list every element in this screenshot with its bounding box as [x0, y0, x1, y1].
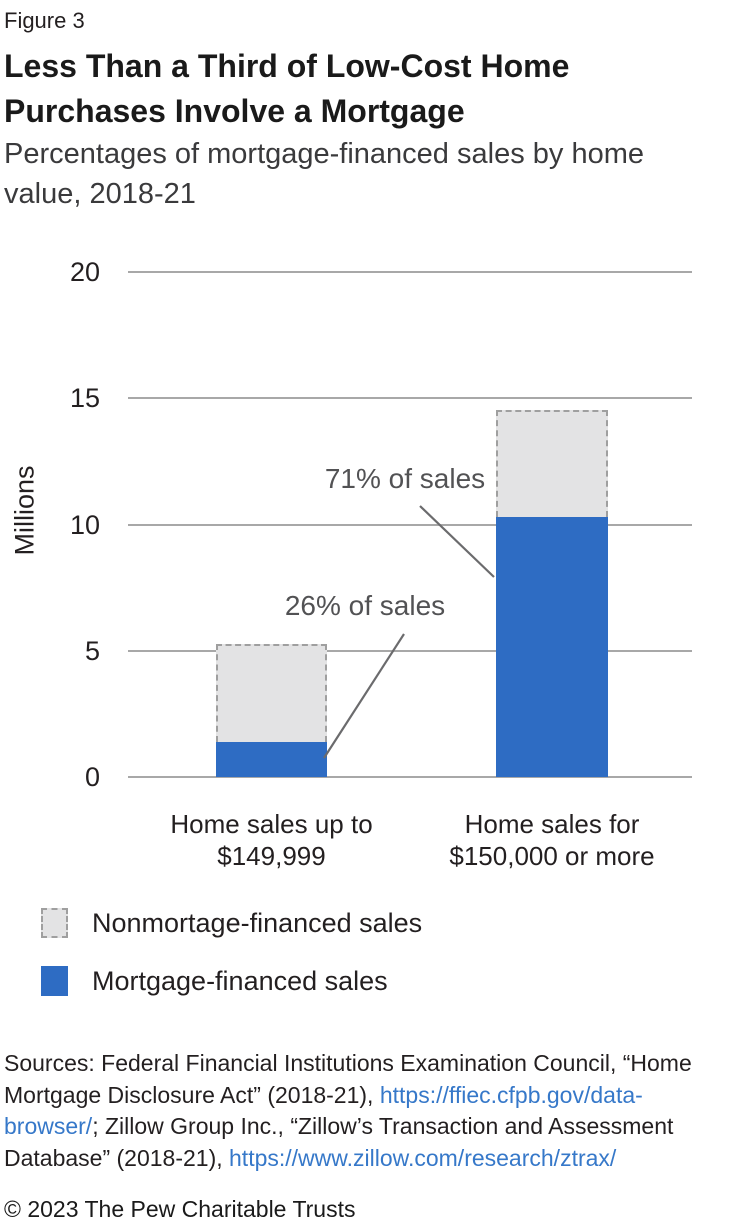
x-category-label: Home sales for $150,000 or more — [402, 808, 702, 872]
annotation-71-percent: 71% of sales — [324, 463, 486, 494]
x-category-label-line: $149,999 — [217, 841, 326, 871]
source-text-segment: ; Zillow Group Inc., “Zillow’s Transacti… — [92, 1113, 674, 1139]
x-category-label: Home sales up to $149,999 — [122, 808, 422, 872]
source-url-link[interactable]: browser/ — [4, 1113, 93, 1139]
annotation-26-percent: 26% of sales — [284, 590, 446, 621]
source-text-segment: Mortgage Disclosure Act” (2018-21), — [4, 1081, 380, 1108]
legend-label-mortgage: Mortgage-financed sales — [92, 966, 388, 996]
legend-swatch-nonmortgage-icon — [41, 908, 68, 938]
source-text-segment: Database” (2018-21), — [4, 1144, 230, 1171]
legend-label-nonmortgage: Nonmortage-financed sales — [92, 908, 423, 938]
source-line: browser/; Zillow Group Inc., “Zillow’s T… — [4, 1111, 692, 1143]
gridline — [128, 397, 692, 400]
y-tick-label: 5 — [84, 635, 100, 666]
figure-title-line-2: Purchases Involve a Mortgage — [4, 93, 465, 129]
gridline — [128, 776, 692, 778]
figure-subtitle-line-1: Percentages of mortgage-financed sales b… — [4, 138, 644, 170]
y-tick-label: 20 — [69, 257, 100, 287]
figure-title-line-1: Less Than a Third of Low-Cost Home — [4, 48, 570, 84]
source-url-link[interactable]: https://ffiec.cfpb.gov/data- — [379, 1081, 643, 1108]
x-category-label-line: $150,000 or more — [449, 841, 655, 871]
source-text-segment: Sources: Federal Financial Institutions … — [4, 1050, 692, 1076]
gridline — [128, 271, 692, 273]
y-tick-label: 15 — [69, 383, 100, 414]
bar-segment-mortgage — [216, 742, 327, 777]
y-tick-label: 0 — [84, 762, 100, 792]
x-category-label-line: Home sales for — [464, 809, 640, 839]
source-line: Database” (2018-21), https://www.zillow.… — [4, 1143, 692, 1175]
legend-swatch-mortgage-icon — [41, 966, 68, 996]
connector-line-26-percent — [323, 633, 405, 759]
x-category-label-line: Home sales up to — [170, 809, 373, 839]
gridline — [128, 649, 692, 652]
connector-line-71-percent — [419, 505, 495, 578]
gridline — [128, 523, 692, 526]
bar-segment-nonmortgage — [496, 410, 608, 517]
figure-subtitle-line-2: value, 2018-21 — [4, 178, 196, 210]
source-line: Mortgage Disclosure Act” (2018-21), http… — [4, 1080, 692, 1112]
bar-segment-mortgage — [496, 517, 608, 777]
bar-segment-nonmortgage — [216, 644, 327, 742]
copyright-line: © 2023 The Pew Charitable Trusts — [4, 1196, 356, 1222]
source-url-link[interactable]: https://www.zillow.com/research/ztrax/ — [229, 1144, 617, 1171]
source-line: Sources: Federal Financial Institutions … — [4, 1048, 692, 1080]
figure-number-label: Figure 3 — [4, 8, 85, 33]
sources-text: Sources: Federal Financial Institutions … — [4, 1048, 692, 1174]
y-tick-label: 10 — [69, 509, 100, 540]
